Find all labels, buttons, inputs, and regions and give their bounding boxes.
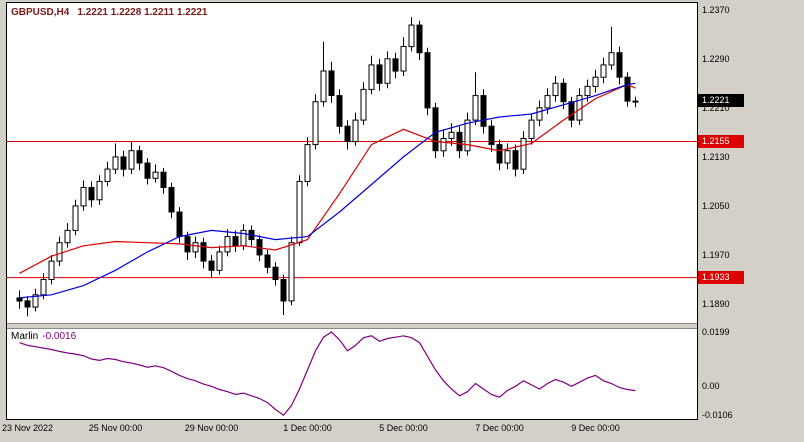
horizontal-level-lines: [7, 141, 697, 279]
price-axis-label: 1.1970: [702, 250, 730, 260]
indicator-axis-label: 0.0199: [702, 327, 730, 337]
time-axis-label: 7 Dec 00:00: [475, 423, 524, 433]
indicator-axis-label: -0.0106: [702, 410, 733, 420]
level-price-tag: 1.1933: [698, 271, 744, 284]
time-axis-label: 23 Nov 2022: [2, 423, 54, 433]
indicator-value: -0.0016: [42, 331, 77, 342]
indicator-label: Marlin -0.0016: [11, 331, 80, 342]
time-axis[interactable]: 23 Nov 2022 25 Nov 00:00 29 Nov 00:00 1 Dec…: [0, 420, 804, 442]
price-axis-label: 1.2050: [702, 201, 730, 211]
chart-symbol-title: GBPUSD,H4 1.2221 1.2228 1.2211 1.2221: [11, 7, 215, 18]
time-axis-label: 5 Dec 00:00: [379, 423, 428, 433]
price-axis-label: 1.2370: [702, 5, 730, 15]
main-price-chart[interactable]: [7, 3, 697, 323]
price-axis-label: 1.1890: [702, 299, 730, 309]
price-axis-label: 1.2210: [702, 103, 730, 113]
ma-fast-red-line: [19, 83, 636, 274]
price-axis-label: 1.2130: [702, 152, 730, 162]
symbol-ohlc-values: 1.2221 1.2228 1.2211 1.2221: [77, 7, 208, 18]
current-price-tag: 1.2221: [698, 94, 744, 107]
panel-divider[interactable]: [7, 323, 697, 329]
price-axis-label: 1.2290: [702, 54, 730, 64]
candlesticks: [16, 17, 639, 317]
marlin-indicator-chart[interactable]: [7, 329, 697, 419]
marlin-line: [19, 331, 636, 417]
indicator-axis-label: 0.00: [702, 381, 720, 391]
price-axis[interactable]: 1.2370 1.2290 1.2210 1.2130 1.2050 1.1970 1.18…: [698, 0, 804, 442]
symbol-name: GBPUSD,H4: [11, 7, 70, 18]
chart-window: GBPUSD,H4 1.2221 1.2228 1.2211 1.2221 Mar…: [6, 2, 698, 420]
time-axis-label: 9 Dec 00:00: [571, 423, 620, 433]
time-axis-label: 25 Nov 00:00: [88, 423, 143, 433]
indicator-name: Marlin: [11, 331, 39, 342]
time-axis-label: 1 Dec 00:00: [283, 423, 332, 433]
ma-slow-blue-line: [19, 82, 636, 299]
time-axis-label: 29 Nov 00:00: [184, 423, 239, 433]
level-price-tag: 1.2155: [698, 135, 744, 148]
